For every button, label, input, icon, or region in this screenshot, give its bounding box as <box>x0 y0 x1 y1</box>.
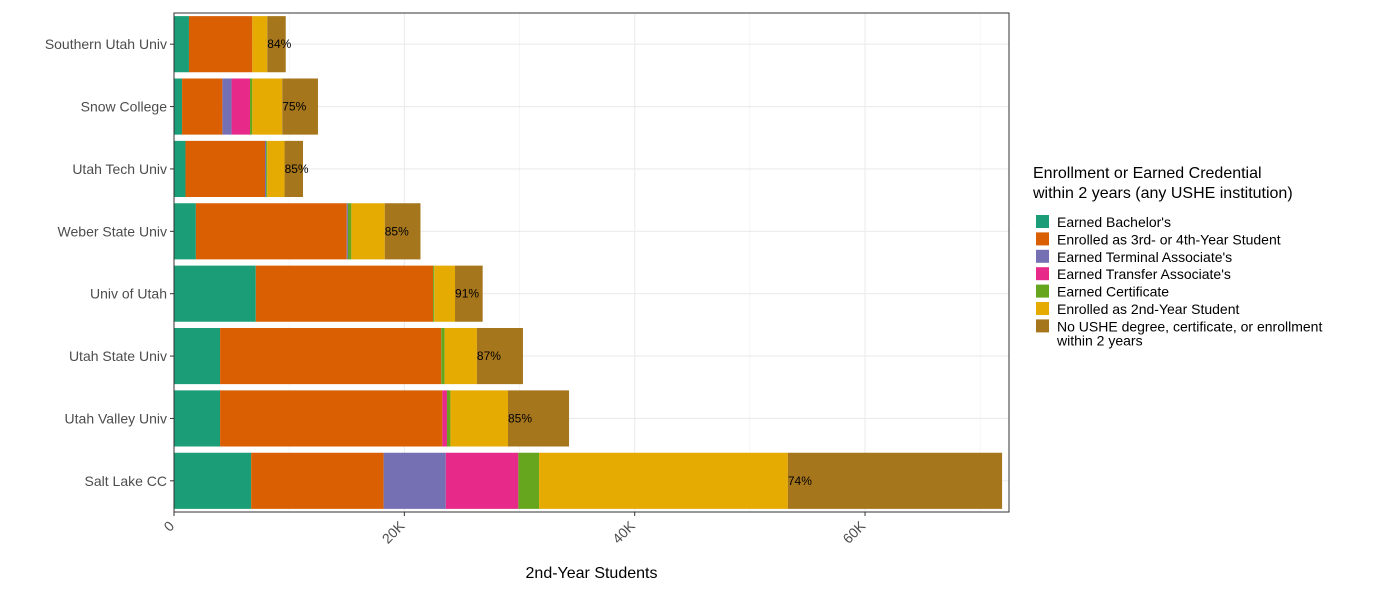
bar-segment-utah-state-univ-earned-certificate <box>441 327 445 385</box>
bar-label-southern-utah-univ: 84% <box>267 37 291 51</box>
bar-segment-univ-of-utah-enrolled-as-3rd-or-4th-year-student <box>255 265 434 322</box>
legend-title-line: within 2 years (any USHE institution) <box>1032 185 1293 202</box>
legend-swatch-earned-terminal-associate-s <box>1036 249 1049 263</box>
bar-segment-salt-lake-cc-enrolled-as-3rd-or-4th-year-student <box>251 452 384 509</box>
bar-segment-weber-state-univ-enrolled-as-3rd-or-4th-year-student <box>195 203 347 260</box>
bar-segment-utah-valley-univ-enrolled-as-3rd-or-4th-year-student <box>220 390 443 447</box>
bar-label-snow-college: 75% <box>282 100 306 114</box>
bar-label-utah-tech-univ: 85% <box>285 162 309 176</box>
bar-segment-univ-of-utah-no-ushe-degree-certificate-or-enrollment <box>455 265 483 322</box>
bar-segment-utah-tech-univ-earned-terminal-associate-s <box>264 140 267 198</box>
bar-segment-univ-of-utah-earned-certificate <box>433 265 435 322</box>
bar-segment-salt-lake-cc-enrolled-as-2nd-year-student <box>539 452 788 509</box>
bar-segment-weber-state-univ-enrolled-as-2nd-year-student <box>351 203 385 260</box>
bar-segment-salt-lake-cc-earned-certificate <box>518 452 540 509</box>
x-tick-label: 40K <box>609 517 638 546</box>
y-tick-label: Southern Utah Univ <box>45 36 167 52</box>
panel-border <box>173 12 1010 513</box>
y-tick-label: Utah Valley Univ <box>65 410 167 426</box>
bar-segment-southern-utah-univ-no-ushe-degree-certificate-or-enrollment <box>267 16 286 73</box>
bar-segment-weber-state-univ-no-ushe-degree-certificate-or-enrollment <box>384 203 421 260</box>
bar-segment-univ-of-utah-earned-bachelor-s <box>174 265 256 322</box>
bar-segment-southern-utah-univ-enrolled-as-2nd-year-student <box>252 16 268 73</box>
bar-segment-utah-tech-univ-no-ushe-degree-certificate-or-enrollment <box>284 140 303 198</box>
bar-label-weber-state-univ: 85% <box>385 224 409 238</box>
bar-segment-salt-lake-cc-earned-terminal-associate-s <box>383 452 446 509</box>
bar-segment-weber-state-univ-earned-terminal-associate-s <box>346 203 348 260</box>
bar-segment-snow-college-enrolled-as-2nd-year-student <box>252 78 283 135</box>
bar-segment-snow-college-earned-transfer-associate-s <box>231 78 251 135</box>
bars-layer <box>174 16 1003 509</box>
bar-segment-utah-valley-univ-earned-transfer-associate-s <box>442 390 447 447</box>
legend-swatch-earned-transfer-associate-s <box>1036 267 1049 281</box>
bar-segment-utah-state-univ-earned-bachelor-s <box>174 327 221 385</box>
bar-segment-utah-state-univ-no-ushe-degree-certificate-or-enrollment <box>476 327 523 385</box>
bar-label-salt-lake-cc: 74% <box>788 474 812 488</box>
bar-segment-utah-valley-univ-earned-certificate <box>446 390 451 447</box>
bar-segment-weber-state-univ-earned-certificate <box>347 203 352 260</box>
bar-segment-snow-college-earned-terminal-associate-s <box>222 78 232 135</box>
y-tick-label: Weber State Univ <box>58 223 167 239</box>
x-tick-label: 60K <box>839 517 868 546</box>
bar-segment-utah-state-univ-enrolled-as-2nd-year-student <box>444 327 477 385</box>
legend-swatch-enrolled-as-2nd-year-student <box>1036 302 1049 315</box>
legend-label: Earned Transfer Associate's <box>1057 266 1231 282</box>
legend-title-line: Enrollment or Earned Credential <box>1033 165 1262 182</box>
bar-segment-utah-valley-univ-no-ushe-degree-certificate-or-enrollment <box>508 390 570 447</box>
y-tick-label: Univ of Utah <box>90 286 167 302</box>
bar-segment-snow-college-earned-bachelor-s <box>174 78 183 135</box>
bar-segment-utah-tech-univ-enrolled-as-2nd-year-student <box>267 140 285 198</box>
bar-segment-salt-lake-cc-no-ushe-degree-certificate-or-enrollment <box>787 452 1003 509</box>
bar-label-utah-valley-univ: 85% <box>508 411 532 425</box>
bar-segment-utah-tech-univ-earned-certificate <box>266 140 268 198</box>
bar-segment-utah-valley-univ-earned-bachelor-s <box>174 390 221 447</box>
bar-segment-salt-lake-cc-earned-bachelor-s <box>174 452 252 509</box>
bar-segment-southern-utah-univ-enrolled-as-3rd-or-4th-year-student <box>188 16 253 73</box>
bar-segment-univ-of-utah-enrolled-as-2nd-year-student <box>434 265 456 322</box>
legend-label: Earned Bachelor's <box>1057 214 1171 230</box>
bar-segment-snow-college-enrolled-as-3rd-or-4th-year-student <box>182 78 223 135</box>
legend-swatch-no-ushe-degree-certificate-or-enrollment <box>1036 319 1049 333</box>
legend-label: Earned Terminal Associate's <box>1057 249 1232 265</box>
bar-segment-utah-valley-univ-enrolled-as-2nd-year-student <box>450 390 508 447</box>
bar-segment-utah-tech-univ-enrolled-as-3rd-or-4th-year-student <box>185 140 265 198</box>
x-tick-label: 20K <box>379 517 408 546</box>
x-tick-label: 0 <box>160 517 177 534</box>
bar-label-univ-of-utah: 91% <box>455 287 479 301</box>
bar-segment-weber-state-univ-earned-bachelor-s <box>174 203 196 260</box>
legend: Enrollment or Earned Credential within 2 … <box>1032 165 1322 348</box>
bar-labels-layer: 84% 75% 85% 85% 91% 87% 85% 74% <box>267 37 812 488</box>
y-tick-label: Utah Tech Univ <box>72 161 167 177</box>
bar-segment-salt-lake-cc-earned-transfer-associate-s <box>445 452 519 509</box>
legend-swatch-earned-bachelor-s <box>1036 215 1049 228</box>
bar-segment-snow-college-earned-certificate <box>250 78 253 135</box>
legend-label: Enrolled as 3rd- or 4th-Year Student <box>1057 231 1281 247</box>
bar-segment-utah-state-univ-enrolled-as-3rd-or-4th-year-student <box>220 327 442 385</box>
y-tick-label: Snow College <box>81 99 168 115</box>
bar-label-utah-state-univ: 87% <box>477 349 501 363</box>
y-tick-label: Utah State Univ <box>69 348 167 364</box>
bar-segment-snow-college-no-ushe-degree-certificate-or-enrollment <box>282 78 318 135</box>
bar-segment-southern-utah-univ-earned-bachelor-s <box>174 16 189 73</box>
legend-swatch-enrolled-as-3rd-or-4th-year-student <box>1036 232 1049 246</box>
y-tick-label: Salt Lake CC <box>85 473 167 489</box>
bar-segment-utah-tech-univ-earned-bachelor-s <box>174 140 186 198</box>
x-axis-title: 2nd-Year Students <box>526 565 658 582</box>
legend-label: Enrolled as 2nd-Year Student <box>1057 301 1240 317</box>
legend-label: within 2 years <box>1056 332 1143 348</box>
legend-label: No USHE degree, certificate, or enrollme… <box>1057 318 1322 334</box>
legend-swatch-earned-certificate <box>1036 284 1049 298</box>
legend-label: Earned Certificate <box>1057 284 1169 300</box>
